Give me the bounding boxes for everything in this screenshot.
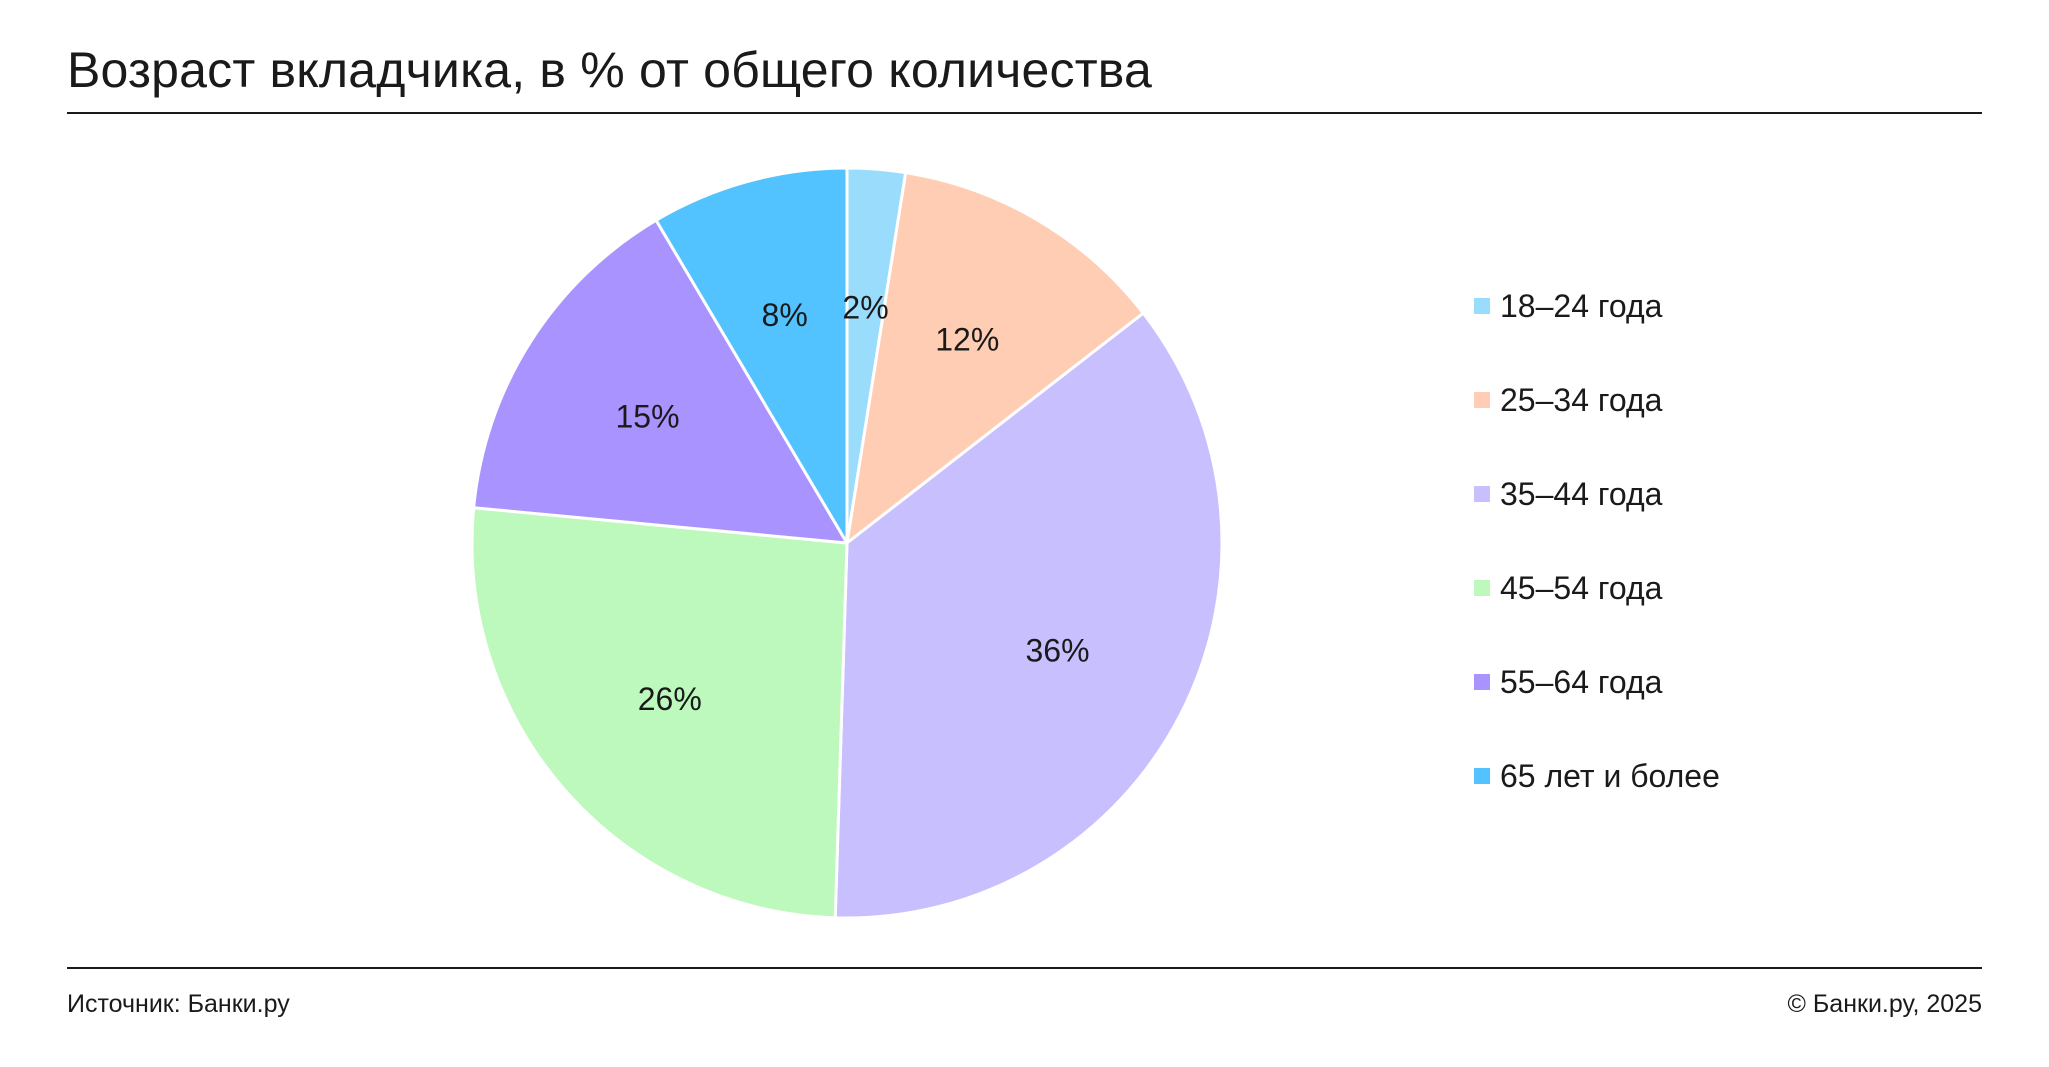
legend-item-3: 35–44 года <box>1474 474 1720 514</box>
legend-swatch-4 <box>1474 580 1490 596</box>
legend-swatch-3 <box>1474 486 1490 502</box>
pie-slice-4 <box>470 506 849 920</box>
legend-item-5: 55–64 года <box>1474 662 1720 702</box>
pie-data-label-5: 15% <box>616 398 680 434</box>
legend-swatch-2 <box>1474 392 1490 408</box>
legend-swatch-6 <box>1474 768 1490 784</box>
legend-label-4: 45–54 года <box>1500 570 1663 606</box>
legend-label-2: 25–34 года <box>1500 382 1663 418</box>
pie-slice-3 <box>833 311 1224 920</box>
source-note: Источник: Банки.ру <box>67 990 290 1018</box>
copyright-note: © Банки.ру, 2025 <box>1787 990 1982 1018</box>
pie-data-label-4: 26% <box>638 681 702 717</box>
chart-title: Возраст вкладчика, в % от общего количес… <box>67 42 1153 98</box>
legend-swatch-5 <box>1474 674 1490 690</box>
legend-swatch-1 <box>1474 298 1490 314</box>
pie-slice-2 <box>845 171 1145 545</box>
legend-label-3: 35–44 года <box>1500 476 1663 512</box>
chart-legend: 18–24 года 25–34 года 35–44 года 45–54 года… <box>1474 286 1720 850</box>
pie-data-label-1: 2% <box>842 289 888 325</box>
title-divider <box>67 112 1982 114</box>
legend-item-6: 65 лет и более <box>1474 756 1720 796</box>
pie-data-label-2: 12% <box>935 322 999 358</box>
pie-slices <box>470 166 1224 920</box>
footer-divider <box>67 967 1982 969</box>
pie-data-label-3: 36% <box>1025 632 1089 668</box>
pie-slice-5 <box>472 218 849 545</box>
legend-label-6: 65 лет и более <box>1500 758 1720 794</box>
pie-data-label-6: 8% <box>762 297 808 333</box>
legend-item-4: 45–54 года <box>1474 568 1720 608</box>
legend-label-5: 55–64 года <box>1500 664 1663 700</box>
legend-label-1: 18–24 года <box>1500 288 1663 324</box>
legend-item-2: 25–34 года <box>1474 380 1720 420</box>
legend-item-1: 18–24 года <box>1474 286 1720 326</box>
pie-data-labels: 2% 12% 36% 26% 15% 8% <box>616 289 1090 717</box>
pie-slice-6 <box>654 166 849 545</box>
